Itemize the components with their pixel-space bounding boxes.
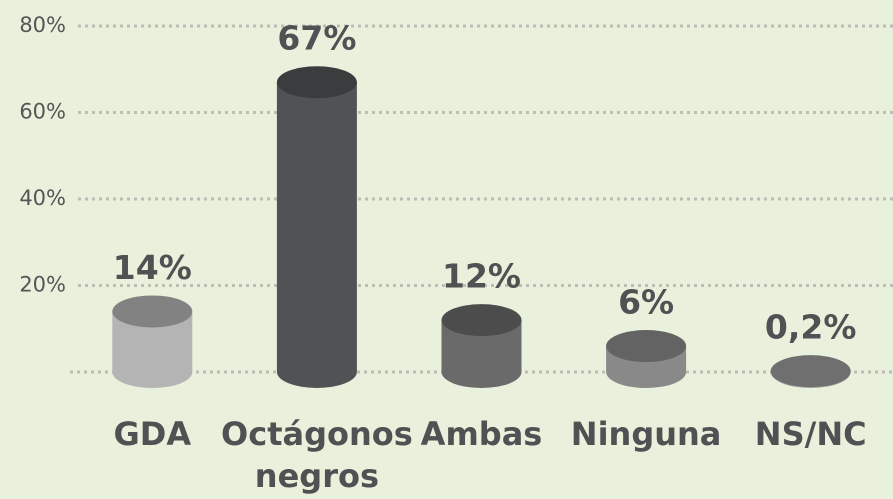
value-label: 6% — [618, 283, 674, 322]
value-label: 12% — [442, 257, 521, 296]
cylinder-body — [112, 311, 193, 388]
cylinder — [770, 355, 851, 388]
y-tick-label: 20% — [19, 273, 66, 297]
value-label: 67% — [277, 19, 356, 58]
value-label: 14% — [113, 248, 192, 287]
cylinder — [276, 66, 357, 388]
x-tick-label: Octágonos negros — [221, 415, 413, 495]
cylinder-top — [276, 66, 357, 99]
cylinder — [606, 330, 687, 388]
cylinder-top — [606, 330, 687, 363]
x-tick-label: GDA — [114, 415, 192, 453]
x-tick-label: Ninguna — [571, 415, 722, 453]
cylinder-top — [112, 295, 193, 328]
y-tick-label: 40% — [19, 186, 66, 210]
cylinder-body — [441, 320, 522, 388]
y-tick-label: 60% — [19, 100, 66, 124]
value-label: 0,2% — [765, 308, 857, 347]
cylinder-body — [276, 82, 357, 388]
cylinder-top — [441, 304, 522, 337]
x-tick-label: Ambas — [421, 415, 543, 453]
y-tick-label: 80% — [19, 13, 66, 37]
x-tick-label: NS/NC — [755, 415, 867, 453]
cylinder — [112, 295, 193, 388]
cylinder — [441, 304, 522, 388]
cylinder-top — [770, 355, 851, 388]
